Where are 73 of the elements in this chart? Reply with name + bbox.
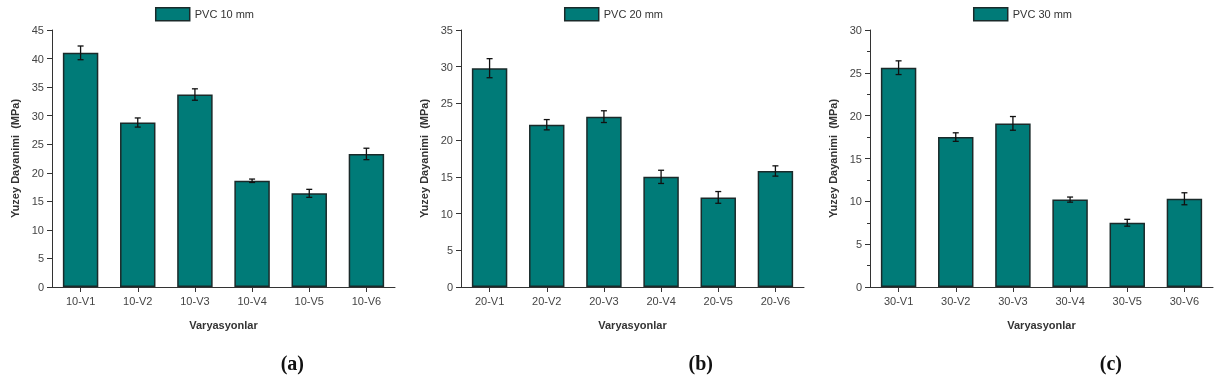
y-axis-title: Yuzey Dayanimi (MPa)	[418, 98, 431, 219]
y-tick-label: 5	[37, 252, 44, 265]
y-tick-label: 10	[440, 207, 453, 220]
bar	[1166, 198, 1203, 287]
legend-label: PVC 20 mm	[603, 8, 664, 21]
bar	[471, 68, 508, 287]
x-axis-title: Varyasyonlar	[598, 318, 668, 331]
x-axis-title: Varyasyonlar	[1007, 318, 1077, 331]
bar	[1109, 222, 1145, 287]
x-tick-label: 30-V3	[998, 294, 1028, 307]
bar	[586, 116, 622, 287]
x-tick-label: 30-V6	[1169, 294, 1200, 307]
bar	[995, 123, 1031, 287]
y-tick-label: 15	[849, 152, 862, 165]
x-tick-label: 20-V5	[703, 294, 733, 307]
x-tick-label: 20-V3	[589, 294, 619, 307]
y-tick-label: 30	[440, 60, 453, 73]
y-tick-label: 0	[37, 281, 44, 293]
x-tick-label: 20-V6	[760, 294, 791, 307]
x-tick-label: 30-V2	[941, 294, 971, 307]
bar	[529, 124, 565, 287]
x-tick-label: 20-V1	[474, 294, 505, 307]
x-tick-label: 10-V3	[180, 294, 210, 307]
y-tick-label: 20	[31, 166, 44, 179]
y-tick-label: 15	[31, 195, 44, 208]
bar	[348, 153, 385, 287]
bar	[291, 193, 327, 287]
y-tick-label: 10	[849, 195, 862, 208]
x-tick-label: 10-V5	[294, 294, 324, 307]
y-tick-label: 35	[440, 24, 453, 36]
x-tick-label: 20-V4	[646, 294, 676, 307]
x-tick-label: 10-V1	[65, 294, 96, 307]
legend-label: PVC 30 mm	[1012, 8, 1073, 21]
legend-label: PVC 10 mm	[194, 8, 255, 21]
bar	[234, 180, 270, 287]
x-tick-label: 10-V6	[351, 294, 382, 307]
bar	[643, 176, 679, 287]
y-tick-label: 25	[31, 138, 44, 151]
y-tick-label: 35	[31, 81, 44, 94]
y-tick-label: 30	[31, 109, 44, 122]
bar	[700, 197, 736, 287]
y-axis-title: Yuzey Dayanimi (MPa)	[9, 98, 22, 219]
bar	[177, 94, 213, 287]
x-tick-label: 30-V4	[1055, 294, 1085, 307]
y-tick-label: 25	[849, 66, 862, 79]
y-tick-label: 20	[440, 134, 453, 147]
x-tick-label: 10-V4	[237, 294, 267, 307]
bar	[120, 122, 156, 287]
bar	[1052, 199, 1088, 287]
y-tick-label: 0	[855, 281, 862, 293]
y-tick-label: 45	[31, 24, 44, 36]
bar	[757, 170, 794, 287]
x-tick-label: 30-V1	[883, 294, 914, 307]
y-tick-label: 25	[440, 97, 453, 110]
y-axis-title: Yuzey Dayanimi (MPa)	[827, 98, 840, 219]
x-tick-label: 30-V5	[1112, 294, 1142, 307]
x-tick-label: 10-V2	[123, 294, 153, 307]
bar	[938, 137, 974, 287]
text: (b)	[688, 352, 714, 375]
y-tick-label: 0	[446, 281, 453, 293]
text: (a)	[280, 352, 305, 375]
x-tick-label: 20-V2	[532, 294, 562, 307]
y-tick-label: 15	[440, 170, 453, 183]
y-tick-label: 5	[855, 238, 862, 251]
bar	[880, 67, 917, 287]
bar	[62, 52, 99, 287]
y-tick-label: 30	[849, 24, 862, 36]
text: (c)	[1099, 352, 1123, 375]
y-tick-label: 40	[31, 52, 44, 65]
y-tick-label: 10	[31, 223, 44, 236]
y-tick-label: 5	[446, 244, 453, 257]
y-tick-label: 20	[849, 109, 862, 122]
x-axis-title: Varyasyonlar	[189, 318, 259, 331]
